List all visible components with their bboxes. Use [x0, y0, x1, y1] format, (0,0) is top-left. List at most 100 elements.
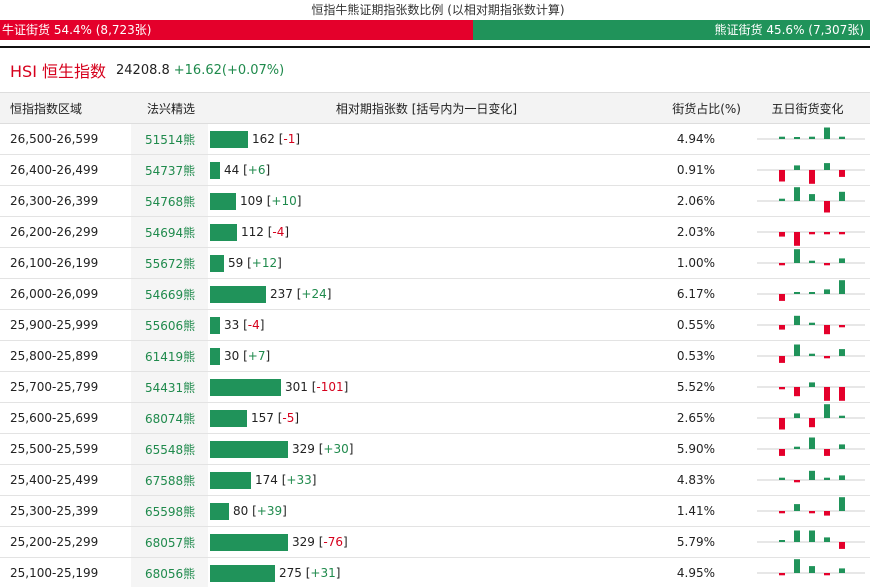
warrant-code-link[interactable]: 65548熊 — [131, 433, 208, 465]
warrant-code-link[interactable]: 54737熊 — [131, 154, 208, 186]
count-bar — [210, 471, 251, 489]
sparkline-bar — [794, 530, 800, 542]
five-day-sparkline — [757, 437, 865, 456]
index-name[interactable]: HSI 恒生指数 — [10, 62, 106, 81]
bracket-close: ] — [311, 473, 317, 487]
five-day-sparkline — [757, 559, 865, 576]
sparkline-bar — [809, 566, 815, 573]
bear-distribution-table: 恒指指数区域 法兴精选 相对期指张数 [括号内为一日变化] 街货占比(%) 五日… — [0, 92, 870, 587]
count-value: 30 — [224, 349, 240, 363]
warrant-code-link[interactable]: 54431熊 — [131, 371, 208, 403]
warrant-code-link[interactable]: 54694熊 — [131, 216, 208, 248]
bracket-open: [ — [239, 318, 248, 332]
count-bar-cell: 33 [-4] — [208, 310, 645, 341]
five-day-change-cell — [745, 124, 870, 155]
five-day-change-cell — [745, 527, 870, 558]
five-day-change-cell — [745, 186, 870, 217]
count-value: 44 — [224, 163, 240, 177]
bracket-close: ] — [326, 287, 332, 301]
daily-change: +7 — [247, 349, 266, 363]
sparkline-bar — [824, 387, 830, 401]
count-bar-cell: 237 [+24] — [208, 279, 645, 310]
sparkline-bar — [794, 137, 800, 139]
daily-change: +6 — [247, 163, 266, 177]
range-cell: 25,400-25,499 — [10, 473, 99, 487]
share-percent: 0.55% — [676, 318, 715, 332]
count-bar-cell: 80 [+39] — [208, 496, 645, 527]
sparkline-bar — [839, 497, 845, 511]
sparkline-bar — [779, 325, 785, 330]
range-cell: 25,100-25,199 — [10, 566, 99, 580]
sparkline-bar — [794, 413, 800, 418]
warrant-code-link[interactable]: 61419熊 — [131, 340, 208, 372]
sparkline-bar — [824, 289, 830, 294]
sparkline-bar — [839, 349, 845, 356]
sparkline-bar — [824, 477, 830, 480]
sparkline-bar — [779, 136, 785, 139]
sparkline-bar — [779, 540, 785, 542]
warrant-code-link[interactable]: 55606熊 — [131, 309, 208, 341]
count-bar — [210, 285, 266, 303]
count-bar — [210, 316, 220, 334]
warrant-code-link[interactable]: 54768熊 — [131, 185, 208, 217]
five-day-change-cell — [745, 217, 870, 248]
warrant-code-link[interactable]: 65598熊 — [131, 495, 208, 527]
count-value: 329 — [292, 535, 315, 549]
warrant-code-link[interactable]: 55672熊 — [131, 247, 208, 279]
five-day-sparkline — [757, 163, 865, 184]
count-bar — [210, 223, 237, 241]
count-value: 162 — [252, 132, 275, 146]
table-row: 25,600-25,699 68074熊 157 [-5] 2.65% — [0, 402, 870, 434]
bracket-close: ] — [284, 225, 290, 239]
bracket-open: [ — [239, 163, 248, 177]
five-day-change-cell — [745, 496, 870, 527]
bracket-close: ] — [265, 349, 271, 363]
range-cell: 26,100-26,199 — [10, 256, 99, 270]
warrant-code-link[interactable]: 54669熊 — [131, 278, 208, 310]
count-bar-cell: 329 [+30] — [208, 434, 645, 465]
sparkline-bar — [824, 232, 830, 235]
range-cell: 26,200-26,299 — [10, 225, 99, 239]
five-day-sparkline — [757, 231, 865, 246]
range-cell: 25,800-25,899 — [10, 349, 99, 363]
column-header-bar: 相对期指张数 [括号内为一日变化] — [208, 92, 645, 124]
bracket-open: [ — [307, 380, 317, 394]
warrant-code-link[interactable]: 67588熊 — [131, 464, 208, 496]
sparkline-bar — [809, 418, 815, 428]
share-percent: 2.03% — [676, 225, 715, 239]
five-day-sparkline — [757, 127, 865, 140]
warrant-code-link[interactable]: 68074熊 — [131, 402, 208, 434]
daily-change: +30 — [323, 442, 349, 456]
sparkline-bar — [779, 418, 785, 430]
five-day-sparkline — [757, 187, 865, 213]
sparkline-bar — [824, 127, 830, 139]
warrant-code-link[interactable]: 68056熊 — [131, 557, 208, 587]
table-row: 26,100-26,199 55672熊 59 [+12] 1.00% — [0, 247, 870, 279]
column-header-code: 法兴精选 — [131, 92, 208, 124]
share-percent: 6.17% — [676, 287, 715, 301]
sparkline-bar — [839, 232, 845, 235]
share-percent: 4.95% — [676, 566, 715, 580]
bracket-open: [ — [273, 411, 283, 425]
sparkline-bar — [824, 163, 830, 170]
table-header-row: 恒指指数区域 法兴精选 相对期指张数 [括号内为一日变化] 街货占比(%) 五日… — [0, 92, 870, 124]
sparkline-bar — [779, 511, 785, 514]
share-percent: 5.52% — [676, 380, 715, 394]
sparkline-bar — [779, 232, 785, 237]
sparkline-bar — [794, 344, 800, 356]
bracket-open: [ — [314, 535, 324, 549]
warrant-code-link[interactable]: 51514熊 — [131, 123, 208, 155]
daily-change: -4 — [247, 318, 260, 332]
sparkline-bar — [839, 415, 845, 418]
count-value: 33 — [224, 318, 240, 332]
five-day-change-cell — [745, 341, 870, 372]
bear-segment: 熊证街货 45.6% (7,307张) — [473, 20, 870, 40]
sparkline-bar — [794, 559, 800, 573]
bracket-close: ] — [343, 535, 348, 549]
sparkline-bar — [824, 263, 830, 266]
five-day-sparkline — [757, 249, 865, 266]
share-percent: 2.65% — [676, 411, 715, 425]
warrant-code-link[interactable]: 68057熊 — [131, 526, 208, 558]
count-value: 301 — [285, 380, 308, 394]
sparkline-bar — [839, 136, 845, 139]
